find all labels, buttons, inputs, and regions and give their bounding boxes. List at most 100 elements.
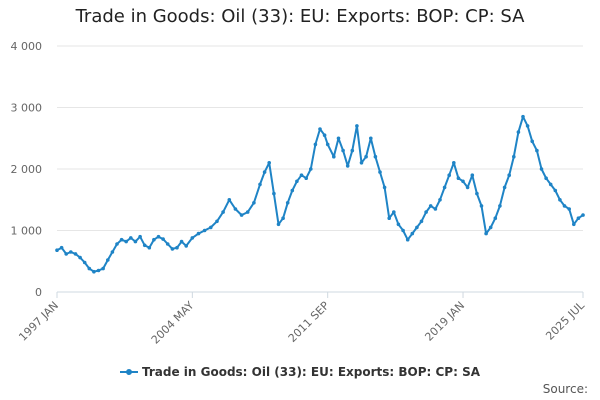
y-tick-label: 0 xyxy=(35,286,42,299)
data-point xyxy=(410,231,415,236)
data-point xyxy=(553,188,558,193)
data-point xyxy=(493,216,498,220)
data-point xyxy=(96,268,101,273)
data-point xyxy=(378,170,382,174)
y-tick-label: 4 000 xyxy=(11,40,43,53)
y-tick-label: 1 000 xyxy=(11,225,43,238)
data-point xyxy=(190,236,195,240)
data-point xyxy=(392,210,396,214)
data-point xyxy=(502,185,507,190)
data-point xyxy=(82,260,87,265)
data-point xyxy=(396,222,401,227)
data-point xyxy=(78,255,82,260)
data-point xyxy=(133,239,138,244)
data-point xyxy=(92,269,96,274)
data-point xyxy=(572,222,576,227)
data-point xyxy=(276,222,281,227)
data-point xyxy=(152,237,156,242)
data-point xyxy=(196,231,201,236)
data-point xyxy=(516,130,521,134)
data-point xyxy=(142,243,147,248)
x-tick-label: 2019 JAN xyxy=(422,299,467,344)
data-point xyxy=(258,182,262,187)
data-point xyxy=(73,252,78,256)
data-point xyxy=(119,237,124,242)
data-point xyxy=(442,185,447,190)
data-point xyxy=(558,198,562,202)
data-point xyxy=(239,213,244,217)
data-point xyxy=(498,204,502,208)
data-point xyxy=(179,239,184,244)
data-point xyxy=(165,242,170,246)
data-point xyxy=(272,191,276,196)
data-point xyxy=(106,258,110,262)
x-tick-label: 2025 JUL xyxy=(543,298,587,342)
data-point xyxy=(59,245,64,250)
data-point xyxy=(87,266,92,271)
data-point xyxy=(359,161,364,165)
data-point xyxy=(479,204,484,208)
data-point xyxy=(299,173,304,177)
data-point xyxy=(562,204,567,208)
data-point xyxy=(507,173,512,177)
data-point xyxy=(345,164,350,168)
data-point xyxy=(512,154,516,159)
data-point xyxy=(227,198,232,202)
data-point xyxy=(322,133,327,137)
chart-legend[interactable]: Trade in Goods: Oil (33): EU: Exports: B… xyxy=(0,365,600,379)
data-point xyxy=(221,210,225,214)
data-point xyxy=(581,213,585,217)
data-point xyxy=(313,142,318,147)
data-point xyxy=(215,219,219,224)
data-point xyxy=(355,124,359,128)
data-point xyxy=(484,231,488,236)
data-point xyxy=(161,237,165,241)
data-point xyxy=(295,179,299,184)
data-point xyxy=(175,245,179,250)
data-point xyxy=(465,185,470,190)
data-point xyxy=(101,266,105,271)
source-label: Source: xyxy=(542,382,588,396)
data-point xyxy=(290,188,295,193)
data-point xyxy=(424,210,428,214)
data-point xyxy=(129,236,133,240)
data-point xyxy=(387,216,392,220)
series-line xyxy=(56,115,584,273)
data-point xyxy=(304,176,309,180)
data-point xyxy=(521,114,525,119)
data-point xyxy=(209,225,213,230)
data-point xyxy=(115,242,119,246)
data-point xyxy=(110,250,115,254)
data-point xyxy=(535,148,539,153)
data-point xyxy=(452,161,456,165)
data-point xyxy=(325,142,330,147)
x-tick-label: 2004 MAY xyxy=(149,299,197,347)
data-point xyxy=(567,207,571,211)
legend-series-label: Trade in Goods: Oil (33): EU: Exports: B… xyxy=(141,365,480,379)
data-point xyxy=(419,219,424,224)
data-point xyxy=(233,207,238,211)
y-tick-label: 3 000 xyxy=(11,102,43,115)
data-point xyxy=(428,204,433,208)
data-point xyxy=(350,148,355,153)
data-point xyxy=(309,167,313,171)
data-point xyxy=(530,139,534,144)
data-point xyxy=(55,248,59,252)
y-tick-label: 2 000 xyxy=(11,163,43,176)
data-point xyxy=(281,216,285,220)
data-point xyxy=(488,225,493,230)
data-point xyxy=(447,173,452,177)
data-point xyxy=(544,176,548,180)
data-point xyxy=(433,207,438,211)
data-point xyxy=(415,225,419,230)
data-point xyxy=(124,239,128,244)
data-point xyxy=(373,154,378,159)
data-point xyxy=(170,247,175,251)
data-point xyxy=(156,234,161,239)
data-point xyxy=(318,127,322,131)
data-point xyxy=(64,252,68,256)
data-point xyxy=(336,136,341,141)
data-point xyxy=(401,228,405,233)
data-point xyxy=(461,179,465,184)
